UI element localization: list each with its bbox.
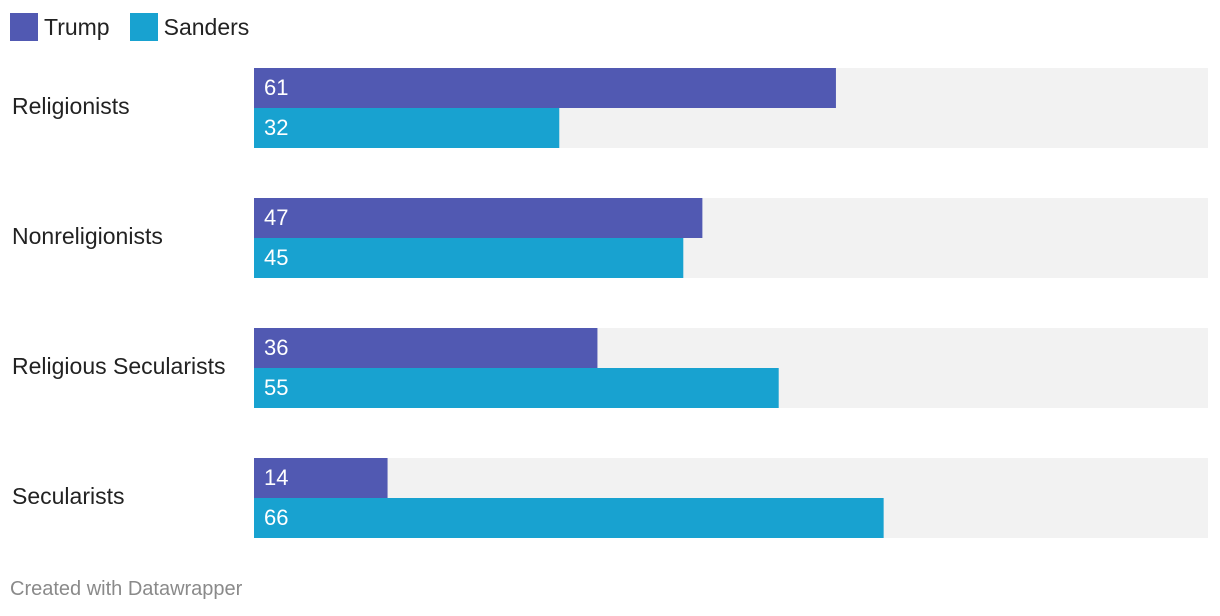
value-label-sanders-religionists: 32 xyxy=(264,115,288,140)
category-label-religious-secularists: Religious Secularists xyxy=(12,353,225,379)
bar-chart: Religionists 61 32 Nonreligionists 47 45 Relig… xyxy=(12,68,1208,538)
category-label-secularists: Secularists xyxy=(12,483,124,509)
value-label-trump-religious-secularists: 36 xyxy=(264,335,288,360)
legend-label-trump: Trump xyxy=(44,13,110,40)
value-label-trump-religionists: 61 xyxy=(264,75,288,100)
bar-trump-religious-secularists xyxy=(254,328,598,368)
value-label-sanders-religious-secularists: 55 xyxy=(264,375,288,400)
bar-sanders-secularists xyxy=(254,498,884,538)
category-group-religious-secularists: Religious Secularists 36 55 xyxy=(12,328,1208,408)
legend-item-trump: Trump xyxy=(10,13,110,41)
bar-sanders-nonreligionists xyxy=(254,238,684,278)
bar-background-secularists-trump xyxy=(254,458,1208,498)
category-group-secularists: Secularists 14 66 xyxy=(12,458,1208,538)
category-label-nonreligionists: Nonreligionists xyxy=(12,223,163,249)
value-label-trump-secularists: 14 xyxy=(264,465,288,490)
bar-sanders-religious-secularists xyxy=(254,368,779,408)
value-label-sanders-nonreligionists: 45 xyxy=(264,245,288,270)
bar-sanders-religionists xyxy=(254,108,560,148)
value-label-sanders-secularists: 66 xyxy=(264,505,288,530)
legend-label-sanders: Sanders xyxy=(163,13,250,40)
value-label-trump-nonreligionists: 47 xyxy=(264,205,288,230)
bar-trump-religionists xyxy=(254,68,836,108)
legend-swatch-trump xyxy=(10,13,38,41)
credit-footer: Created with Datawrapper xyxy=(10,578,243,600)
legend-item-sanders: Sanders xyxy=(129,13,250,41)
category-label-religionists: Religionists xyxy=(12,93,130,119)
bar-trump-nonreligionists xyxy=(254,198,703,238)
category-group-religionists: Religionists 61 32 xyxy=(12,68,1208,148)
legend-swatch-sanders xyxy=(129,13,158,41)
category-group-nonreligionists: Nonreligionists 47 45 xyxy=(12,198,1208,278)
legend: Trump Sanders xyxy=(10,12,269,42)
bar-trump-secularists xyxy=(254,458,388,498)
